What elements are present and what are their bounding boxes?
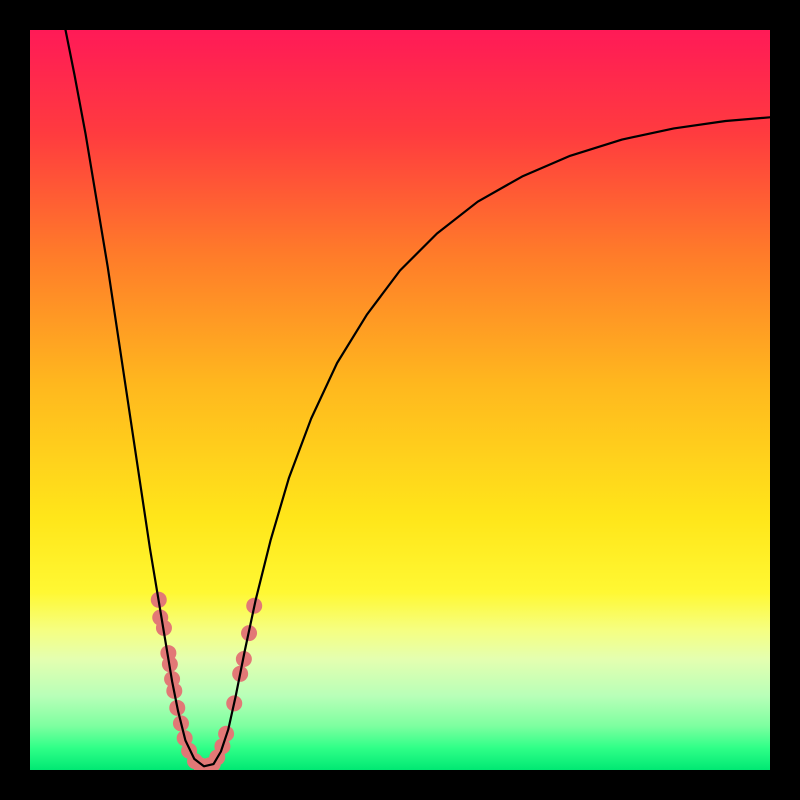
chart-svg	[30, 30, 770, 770]
plot-area	[30, 30, 770, 770]
chart-frame: TheBottleneck.com	[0, 0, 800, 800]
marker-layer	[151, 592, 262, 770]
